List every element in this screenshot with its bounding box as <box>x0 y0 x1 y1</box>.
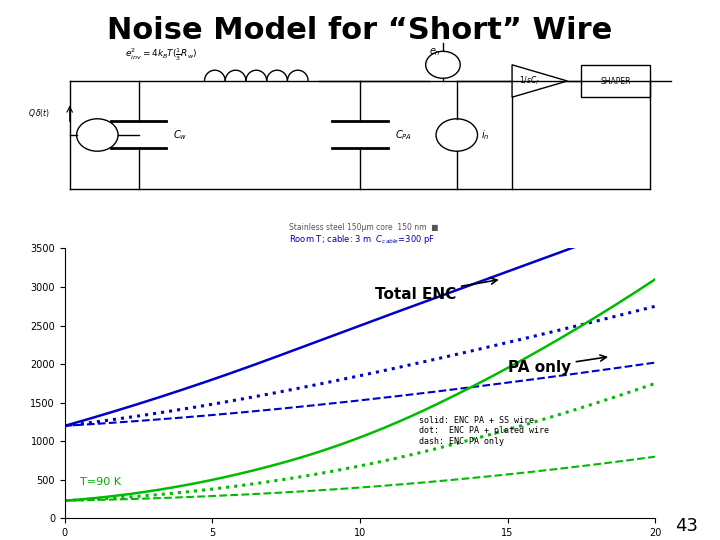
Text: $i_n$: $i_n$ <box>481 128 490 142</box>
Text: $C_{PA}$: $C_{PA}$ <box>395 128 412 142</box>
Text: $1/sC_f$: $1/sC_f$ <box>519 75 540 87</box>
Text: Noise Model for “Short” Wire: Noise Model for “Short” Wire <box>107 16 613 45</box>
Text: Room T; cable: 3 m  $C_{cable}$=300 pF: Room T; cable: 3 m $C_{cable}$=300 pF <box>289 233 436 246</box>
Text: Total ENC: Total ENC <box>374 278 497 301</box>
Text: $C_w$: $C_w$ <box>174 128 188 142</box>
Text: SHAPER: SHAPER <box>600 77 631 85</box>
Text: PA only: PA only <box>508 355 606 375</box>
Text: Stainless steel 150μm core  150 nm  ■: Stainless steel 150μm core 150 nm ■ <box>289 223 438 232</box>
Text: solid: ENC PA + SS wire
dot:  ENC PA + plated wire
dash: ENC PA only: solid: ENC PA + SS wire dot: ENC PA + pl… <box>419 416 549 446</box>
Text: $Q\,\delta(t)$: $Q\,\delta(t)$ <box>28 107 50 119</box>
Text: $e^2_{inv}=4k_BT(\frac{1}{3}R_w)$: $e^2_{inv}=4k_BT(\frac{1}{3}R_w)$ <box>125 46 197 63</box>
Text: $e_n$: $e_n$ <box>429 46 441 58</box>
Text: 43: 43 <box>675 517 698 535</box>
Text: T=90 K: T=90 K <box>79 477 120 487</box>
Bar <box>581 65 650 97</box>
